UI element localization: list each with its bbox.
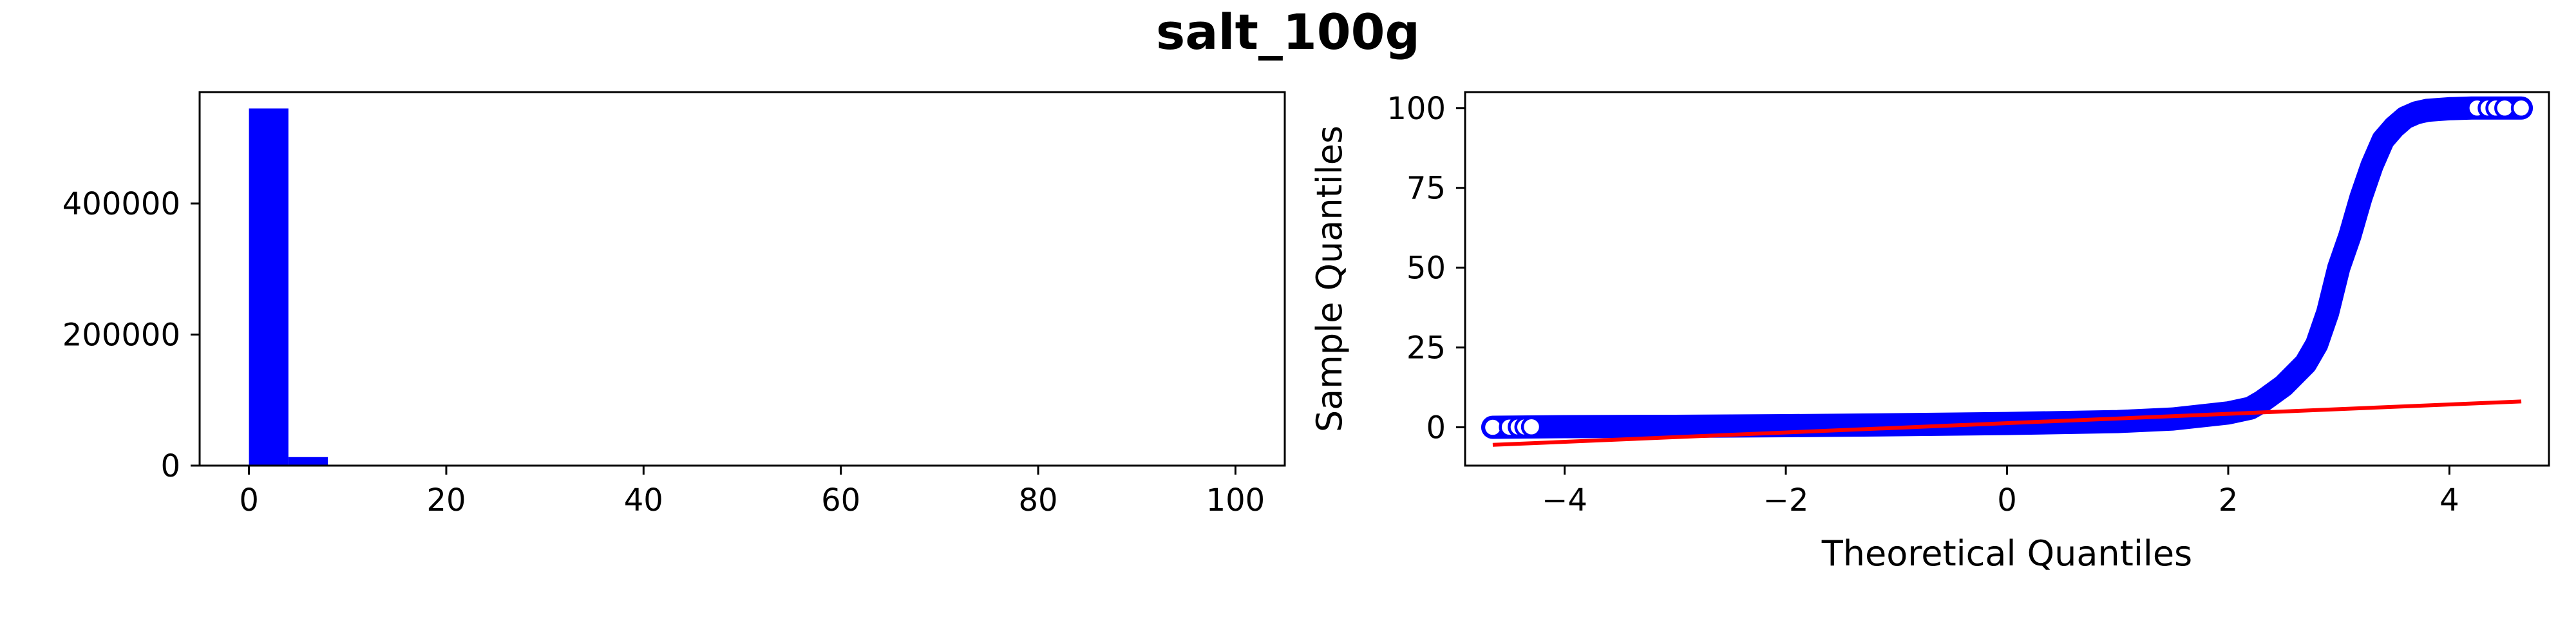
qq-y-tick-label: 75 (1406, 171, 1446, 207)
qq-reference-line (1492, 399, 2522, 447)
qq-point (2510, 97, 2532, 119)
qq-y-axis-label: Sample Quantiles (1309, 126, 1350, 432)
qq-y-tick-label: 25 (1406, 330, 1446, 366)
qq-x-tick-label: 0 (1997, 482, 2017, 518)
histogram-x-tick-label: 60 (821, 482, 860, 518)
qq-y-ticks: 0 25 50 75 100 (1387, 91, 1465, 446)
qq-plot-panel: −4 −2 0 2 4 0 25 50 75 100 Theoretical Quantiles… (1309, 91, 2550, 574)
histogram-y-ticks: 0 200000 400000 (62, 186, 200, 484)
histogram-bar-1 (288, 457, 328, 466)
qq-point (1520, 416, 1542, 438)
histogram-bars (249, 108, 446, 466)
qq-x-tick-label: 4 (2439, 482, 2459, 518)
histogram-x-tick-label: 80 (1019, 482, 1058, 518)
qq-x-tick-label: −4 (1542, 482, 1587, 518)
histogram-bar-0 (249, 108, 289, 466)
qq-x-tick-label: 2 (2219, 482, 2239, 518)
qq-x-axis-label: Theoretical Quantiles (1821, 533, 2192, 574)
qq-y-tick-label: 0 (1426, 410, 1446, 446)
qq-x-ticks: −4 −2 0 2 4 (1542, 466, 2459, 518)
histogram-x-tick-label: 20 (426, 482, 466, 518)
qq-y-tick-label: 50 (1406, 251, 1446, 287)
qq-sample-points (1482, 97, 2532, 438)
histogram-x-tick-label: 40 (624, 482, 663, 518)
histogram-x-tick-label: 0 (239, 482, 259, 518)
histogram-y-tick-label: 400000 (62, 186, 180, 222)
histogram-y-tick-label: 0 (160, 448, 180, 484)
histogram-panel: 0 20 40 60 80 100 0 200000 400000 (62, 91, 1286, 518)
qq-y-tick-label: 100 (1387, 91, 1446, 127)
figure-title: salt_100g (1156, 3, 1420, 61)
histogram-axes-frame (198, 91, 1286, 467)
histogram-y-tick-label: 200000 (62, 317, 180, 353)
histogram-x-ticks: 0 20 40 60 80 100 (239, 466, 1265, 518)
qq-x-tick-label: −2 (1763, 482, 1809, 518)
histogram-x-tick-label: 100 (1206, 482, 1265, 518)
qq-sample-curve (1481, 96, 2533, 439)
